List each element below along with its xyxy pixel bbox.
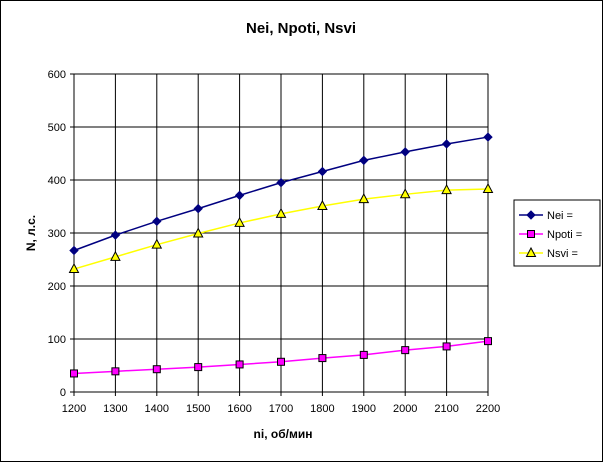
data-point — [69, 245, 79, 256]
data-point — [318, 354, 327, 363]
x-tick-label: 1700 — [269, 403, 293, 415]
data-point — [110, 250, 121, 261]
x-tick-label: 2000 — [393, 403, 417, 415]
legend-marker — [525, 246, 537, 257]
data-point — [152, 365, 161, 374]
data-point — [152, 216, 162, 227]
x-tick-label: 2100 — [434, 403, 458, 415]
x-tick-label: 1900 — [352, 403, 376, 415]
y-tick-label: 200 — [48, 281, 66, 293]
data-point — [317, 166, 328, 177]
x-tick-label: 1400 — [145, 403, 169, 415]
data-point — [399, 188, 411, 199]
x-tick-label: 1200 — [62, 403, 86, 415]
legend-label: Npoti = — [547, 229, 582, 241]
series-2 — [70, 337, 492, 378]
data-point — [194, 363, 203, 372]
data-point — [484, 337, 492, 346]
data-point — [401, 346, 410, 355]
x-tick-label: 2200 — [476, 403, 500, 415]
x-axis-label: ni, об/мин — [254, 427, 313, 441]
data-point — [193, 203, 203, 214]
data-point — [234, 190, 245, 201]
data-point — [192, 227, 204, 238]
legend-label: Nei = — [547, 210, 573, 222]
data-point — [359, 350, 368, 359]
legend-marker — [527, 230, 535, 238]
x-tick-label: 1500 — [186, 403, 210, 415]
x-tick-label: 1800 — [310, 403, 334, 415]
series-layer — [68, 132, 494, 378]
data-point — [234, 216, 245, 227]
y-tick-label: 600 — [48, 69, 66, 81]
legend-item-1: Nei = — [519, 210, 573, 222]
legend: Nei = Npoti = Nsvi = — [513, 199, 601, 267]
series-1 — [69, 132, 493, 256]
data-point — [235, 360, 244, 369]
x-tick-label: 1300 — [103, 403, 127, 415]
y-tick-label: 300 — [48, 228, 66, 240]
data-point — [441, 139, 452, 149]
y-tick-label: 500 — [48, 122, 66, 134]
data-point — [483, 132, 493, 142]
grid — [70, 73, 489, 396]
data-point — [400, 147, 410, 157]
y-tick-label: 100 — [48, 334, 66, 346]
data-point — [442, 342, 451, 351]
series-3 — [68, 182, 494, 274]
data-point — [275, 207, 287, 218]
data-point — [359, 155, 369, 166]
data-point — [276, 177, 286, 188]
data-point — [358, 193, 370, 204]
tick-labels: 0 100 200 300 400 500 600 1200 1300 1400 1500 1600 1… — [48, 69, 501, 415]
data-point — [70, 369, 78, 378]
y-tick-label: 400 — [48, 175, 66, 187]
legend-label: Nsvi = — [547, 248, 578, 260]
data-point — [317, 199, 328, 210]
x-tick-label: 1600 — [227, 403, 251, 415]
chart-title: Nei, Npoti, Nsvi — [246, 20, 356, 37]
y-axis-label: N, л.с. — [24, 215, 38, 251]
data-point — [110, 230, 121, 240]
legend-marker — [526, 210, 536, 220]
data-point — [277, 357, 285, 366]
legend-item-2: Npoti = — [519, 229, 582, 241]
data-point — [441, 184, 452, 195]
data-point — [151, 238, 163, 249]
legend-item-3: Nsvi = — [519, 246, 578, 260]
data-point — [111, 367, 120, 376]
y-tick-label: 0 — [60, 387, 66, 399]
data-point — [68, 262, 80, 274]
data-point — [482, 182, 494, 194]
